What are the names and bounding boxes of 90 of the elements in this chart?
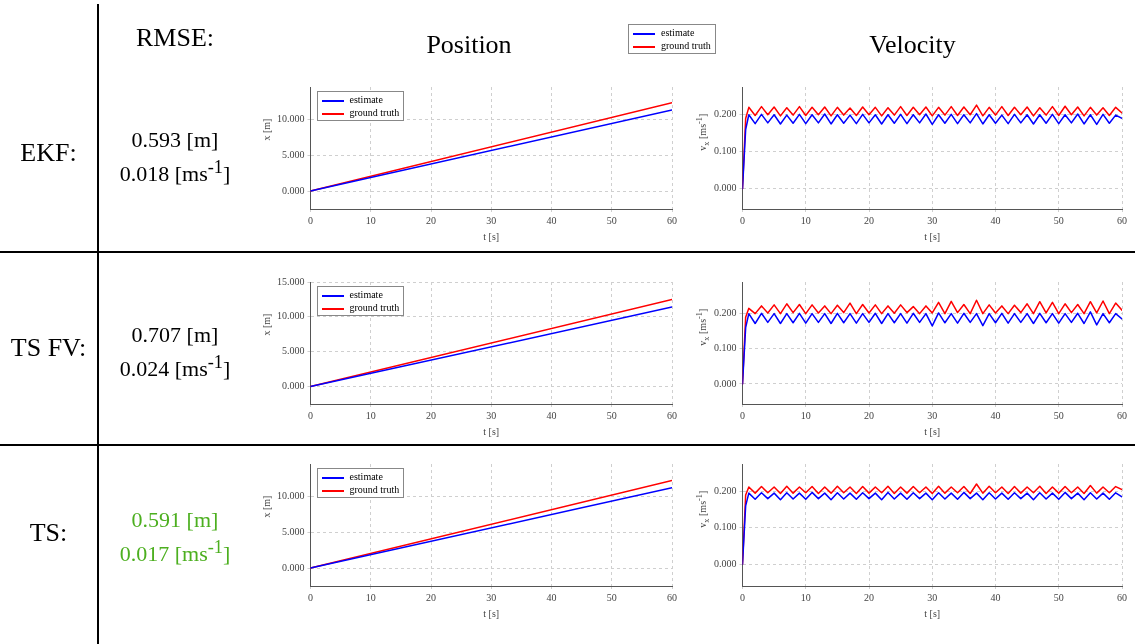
x-tick-label: 60 [1117, 591, 1127, 603]
x-tick-label: 60 [667, 409, 677, 421]
x-tick-label: 60 [667, 591, 677, 603]
x-tick-label: 50 [606, 409, 617, 421]
x-axis-title: t [s] [923, 426, 942, 437]
x-tick-label: 10 [365, 409, 376, 421]
x-tick-label: 20 [864, 409, 874, 421]
y-tick-label: 0.100 [714, 145, 737, 157]
x-tick-label: 20 [426, 591, 436, 603]
y-tick-label: 10.000 [277, 310, 305, 322]
y-axis-title: x [m] [260, 494, 272, 520]
y-tick-label: 0.000 [282, 380, 305, 392]
x-tick-label: 10 [800, 591, 811, 603]
x-tick-label: 30 [927, 591, 938, 603]
x-tick-label: 40 [546, 409, 557, 421]
y-tick-label: 5.000 [282, 345, 305, 357]
y-tick-label: 0.000 [714, 377, 737, 389]
y-tick-label: 5.000 [282, 525, 305, 537]
y-tick-label: 0.000 [714, 557, 737, 569]
x-tick-label: 30 [486, 214, 497, 226]
x-tick-label: 50 [606, 214, 617, 226]
x-tick-label: 50 [1053, 591, 1064, 603]
y-tick-label: 0.100 [714, 521, 737, 533]
x-tick-label: 10 [800, 214, 811, 226]
x-tick-label: 0 [308, 591, 313, 603]
legend-label: estimate [349, 94, 383, 105]
chart-title: Velocity [869, 30, 956, 59]
legend-label: estimate [661, 27, 695, 38]
x-tick-label: 30 [927, 214, 938, 226]
text: TS FV: [9, 333, 88, 363]
y-tick-label: 10.000 [277, 112, 305, 124]
x-tick-label: 20 [864, 214, 874, 226]
x-tick-label: 60 [667, 214, 677, 226]
legend-label: ground truth [349, 484, 400, 495]
y-tick-label: 10.000 [277, 489, 305, 501]
legend-label: ground truth [349, 302, 400, 313]
text: EKF: [19, 138, 78, 168]
y-tick-label: 0.200 [714, 307, 737, 319]
x-tick-label: 0 [740, 409, 745, 421]
text: RMSE: [135, 23, 215, 53]
x-tick-label: 0 [308, 214, 313, 226]
y-tick-label: 0.200 [714, 484, 737, 496]
x-tick-label: 40 [990, 214, 1001, 226]
x-tick-label: 40 [990, 409, 1001, 421]
x-tick-label: 0 [740, 214, 745, 226]
y-tick-label: 0.000 [714, 182, 737, 194]
x-axis-title: t [s] [923, 608, 942, 619]
y-axis-title: x [m] [260, 117, 272, 143]
text: 0.593 [m] [130, 127, 220, 153]
text: 0.017 [ms$^{-1}$] [118, 536, 232, 568]
x-tick-label: 60 [1117, 409, 1127, 421]
text: 0.024 [ms$^{-1}$] [118, 351, 232, 383]
x-tick-label: 10 [365, 214, 376, 226]
x-axis-title: t [s] [923, 231, 942, 242]
text: TS: [28, 518, 69, 548]
x-tick-label: 40 [546, 591, 557, 603]
text: 0.591 [m] [130, 507, 220, 533]
x-tick-label: 40 [546, 214, 557, 226]
x-tick-label: 20 [426, 214, 436, 226]
x-tick-label: 50 [1053, 409, 1064, 421]
legend-label: estimate [349, 471, 383, 482]
x-tick-label: 10 [800, 409, 811, 421]
x-tick-label: 20 [864, 591, 874, 603]
y-tick-label: 0.200 [714, 108, 737, 120]
chart-title: Position [426, 30, 512, 59]
x-axis-title: t [s] [482, 608, 501, 619]
x-tick-label: 50 [1053, 214, 1064, 226]
x-tick-label: 40 [990, 591, 1001, 603]
legend-label: ground truth [661, 40, 711, 51]
y-tick-label: 15.000 [277, 275, 305, 287]
y-tick-label: 0.100 [714, 342, 737, 354]
x-tick-label: 30 [486, 591, 497, 603]
x-tick-label: 60 [1117, 214, 1127, 226]
x-tick-label: 20 [426, 409, 436, 421]
y-tick-label: 5.000 [282, 148, 305, 160]
text: 0.707 [m] [130, 322, 220, 348]
legend-label: ground truth [349, 107, 400, 118]
x-tick-label: 50 [606, 591, 617, 603]
x-tick-label: 0 [308, 409, 313, 421]
text: 0.018 [ms$^{-1}$] [118, 156, 232, 188]
x-tick-label: 30 [927, 409, 938, 421]
y-tick-label: 0.000 [282, 561, 305, 573]
x-axis-title: t [s] [482, 231, 501, 242]
x-tick-label: 30 [486, 409, 497, 421]
x-tick-label: 0 [740, 591, 745, 603]
y-tick-label: 0.000 [282, 184, 305, 196]
legend-label: estimate [349, 289, 383, 300]
x-tick-label: 10 [365, 591, 376, 603]
x-axis-title: t [s] [482, 426, 501, 437]
y-axis-title: x [m] [260, 312, 272, 338]
